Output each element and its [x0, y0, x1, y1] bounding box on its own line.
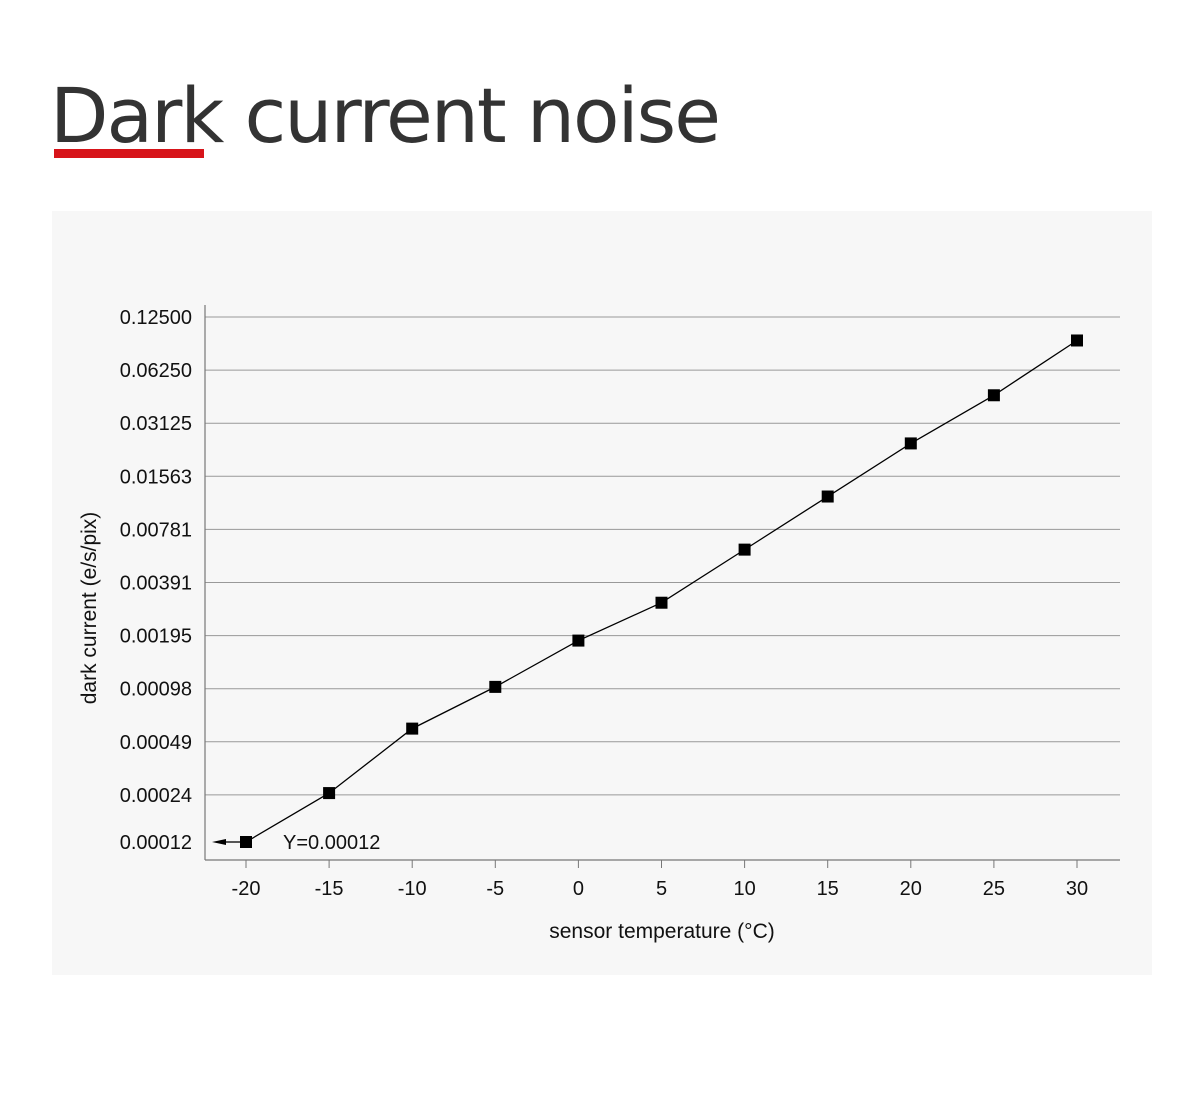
x-tick-label: 10: [733, 878, 755, 900]
x-tick-label: 0: [573, 878, 584, 900]
y-tick-label: 0.00781: [120, 519, 192, 541]
title-underline: [54, 149, 204, 158]
chart-panel: [52, 211, 1152, 975]
x-tick-label: -10: [398, 878, 427, 900]
x-tick-label: -5: [486, 878, 504, 900]
data-point-marker: [406, 722, 419, 735]
y-tick-label: 0.00391: [120, 573, 192, 595]
x-tick-label: 15: [817, 878, 839, 900]
x-tick-label: 20: [900, 878, 922, 900]
x-tick-label: -15: [315, 878, 344, 900]
page-title: Dark current noise: [50, 71, 721, 160]
data-point-marker: [655, 596, 668, 609]
data-point-marker: [572, 634, 585, 647]
y-tick-label: 0.00012: [120, 832, 192, 854]
data-point-marker: [323, 787, 336, 800]
data-point-marker: [821, 490, 834, 503]
y-tick-label: 0.12500: [120, 307, 192, 329]
x-tick-label: 5: [656, 878, 667, 900]
x-tick-label: -20: [232, 878, 261, 900]
x-tick-label: 25: [983, 878, 1005, 900]
y-tick-label: 0.00024: [120, 785, 192, 807]
y-tick-label: 0.00195: [120, 626, 192, 648]
y-tick-label: 0.03125: [120, 413, 192, 435]
x-tick-label: 30: [1066, 878, 1088, 900]
data-point-marker: [240, 836, 252, 848]
data-point-marker: [738, 543, 751, 556]
series-line: [245, 339, 1078, 843]
data-point-marker: [987, 389, 1000, 402]
data-point-marker: [904, 437, 917, 450]
y-tick-label: 0.01563: [120, 466, 192, 488]
data-point-marker: [1071, 334, 1083, 347]
x-axis-label: sensor temperature (°C): [549, 920, 774, 943]
y-axis-label: dark current (e/s/pix): [78, 512, 101, 705]
y-tick-label: 0.00098: [120, 679, 192, 701]
y-tick-label: 0.00049: [120, 732, 192, 754]
annotation-label: Y=0.00012: [283, 832, 380, 854]
arrow-left-icon: [212, 839, 226, 845]
y-tick-label: 0.06250: [120, 360, 192, 382]
data-point-marker: [489, 680, 502, 693]
